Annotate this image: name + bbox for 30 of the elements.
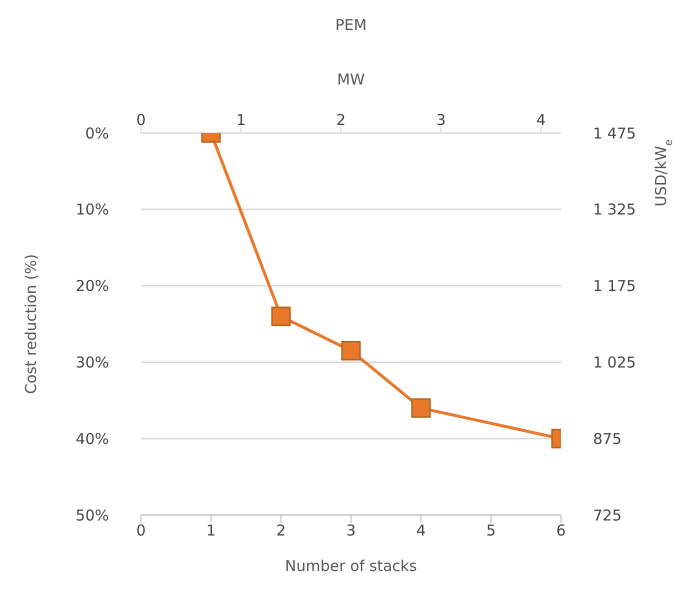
chart-title: PEM — [334, 16, 368, 34]
x-tick-label: 3 — [346, 522, 356, 540]
y2-tick-label: 1 325 — [593, 200, 636, 219]
x-tick-label: 2 — [276, 522, 286, 540]
x-axis-title: Number of stacks — [285, 557, 418, 575]
x-tick-label: 5 — [486, 522, 496, 540]
x-tick-label: 0 — [136, 522, 146, 540]
y-tick-label: 0% — [85, 124, 109, 142]
x2-tick-label: 2 — [336, 111, 346, 129]
x2-tick-label: 1 — [236, 111, 246, 129]
x-tick-label: 6 — [556, 522, 566, 540]
y-tick-label: 20% — [76, 277, 109, 296]
y2-tick-label: 1 025 — [593, 354, 636, 372]
y2-tick-label: 725 — [593, 506, 622, 524]
point — [271, 306, 291, 326]
x2-tick-label: 4 — [536, 111, 546, 129]
x-tick-label: 4 — [416, 522, 426, 540]
y-tick-label: 40% — [76, 430, 109, 448]
x2-tick-label: 3 — [436, 111, 446, 129]
x-tick-label: 1 — [206, 522, 216, 540]
y-tick-label: 10% — [76, 200, 109, 219]
y-tick-label: 30% — [76, 354, 109, 372]
point — [341, 340, 361, 360]
y-axis-title: Cost reduction (%) — [22, 254, 40, 394]
x2-axis-title: MW — [337, 70, 366, 89]
y-tick-label: 50% — [76, 506, 109, 524]
y2-tick-label: 1 175 — [593, 277, 636, 296]
y2-tick-label: 875 — [593, 430, 622, 448]
y2-tick-label: 1 475 — [593, 124, 636, 142]
x2-tick-label: 0 — [136, 111, 146, 129]
